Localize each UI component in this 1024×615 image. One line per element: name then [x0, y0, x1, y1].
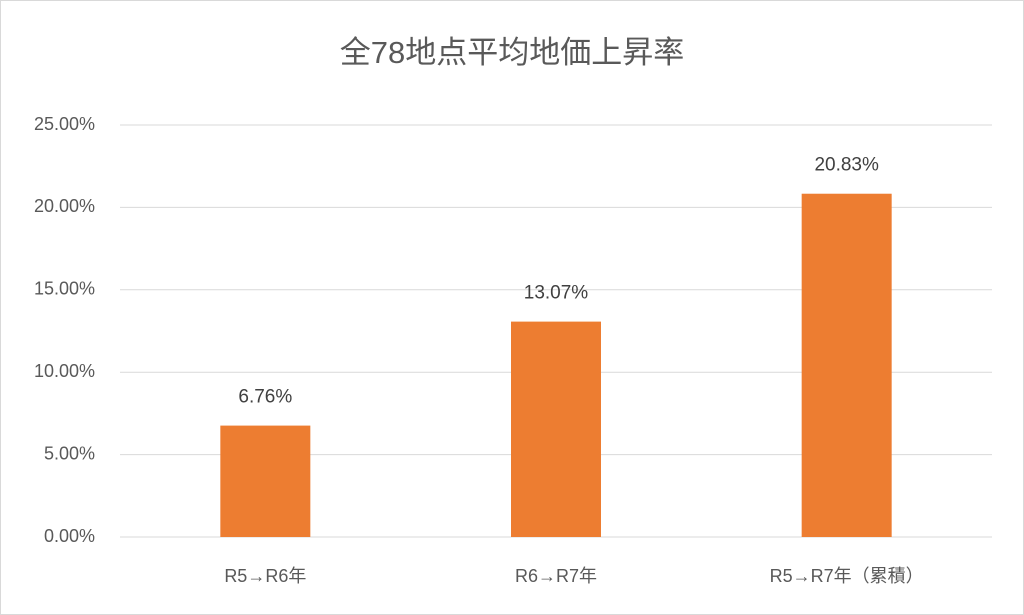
y-tick-label: 20.00%: [34, 196, 95, 216]
value-label: 13.07%: [524, 283, 589, 304]
bar: [220, 425, 311, 537]
bar: [801, 193, 892, 537]
bar: [511, 321, 601, 537]
y-tick-label: 10.00%: [34, 361, 95, 381]
chart-title: 全78地点平均地価上昇率: [340, 35, 684, 70]
x-tick-label: R6→R7年: [515, 566, 597, 586]
y-tick-label: 0.00%: [44, 526, 95, 546]
x-tick-label: R5→R7年（累積）: [770, 566, 924, 586]
x-tick-label: R5→R6年: [224, 566, 306, 586]
y-tick-label: 5.00%: [44, 443, 95, 463]
y-tick-label: 25.00%: [34, 114, 95, 134]
value-label: 6.76%: [238, 387, 292, 408]
y-tick-label: 15.00%: [34, 279, 95, 299]
value-label: 20.83%: [814, 155, 879, 176]
